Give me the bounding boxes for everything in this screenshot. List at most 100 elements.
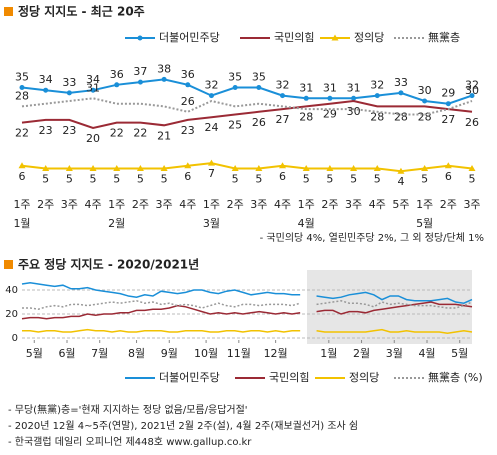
- y-tick-label: 20: [5, 309, 18, 320]
- x-tick-label: 3주: [345, 198, 362, 211]
- data-label: 31: [86, 81, 100, 94]
- point: [374, 93, 380, 99]
- point: [18, 162, 26, 169]
- data-label: 23: [62, 124, 76, 137]
- point: [42, 165, 50, 171]
- point: [207, 159, 215, 166]
- data-label: 6: [279, 170, 286, 183]
- x-tick-label: 1주: [13, 198, 30, 211]
- chart-title: 주요 정당 지지도 - 2020/2021년: [18, 257, 199, 272]
- point: [90, 87, 96, 93]
- data-label: 35: [15, 71, 29, 84]
- month-label: 5월: [416, 217, 433, 230]
- x-tick-label: 5월: [26, 347, 43, 360]
- data-label: 5: [469, 173, 476, 186]
- x-tick-label: 3월: [386, 347, 403, 360]
- data-label: 22: [133, 127, 147, 140]
- point: [161, 76, 167, 82]
- legend-label: 국민의힘: [269, 371, 309, 384]
- point: [445, 101, 451, 107]
- legend-label: 국민의힘: [274, 31, 314, 44]
- point: [327, 95, 333, 101]
- point: [114, 82, 120, 88]
- data-label: 30: [465, 84, 479, 97]
- title-icon: [4, 260, 13, 269]
- point: [397, 167, 405, 174]
- x-tick-label: 9월: [161, 347, 178, 360]
- point: [373, 165, 381, 171]
- data-label: 28: [418, 110, 432, 123]
- legend-label: 정의당: [349, 371, 379, 384]
- series-line: [21, 78, 473, 105]
- x-tick-label: 4주: [274, 198, 291, 211]
- x-tick-label: 8월: [128, 347, 145, 360]
- point: [160, 165, 168, 171]
- month-label: 2월: [108, 217, 125, 230]
- series-line: [21, 301, 473, 320]
- data-label: 5: [374, 173, 381, 186]
- data-label: 28: [299, 110, 313, 123]
- x-tick-label: 4주: [179, 198, 196, 211]
- data-label: 21: [157, 129, 171, 142]
- x-tick-label: 1주: [416, 198, 433, 211]
- footnote: - 무당(無黨)층='현재 지지하는 정당 없음/모름/응답거절': [8, 403, 248, 416]
- point: [469, 93, 475, 99]
- x-tick-label: 4월: [418, 347, 435, 360]
- data-label: 7: [208, 167, 215, 180]
- point: [113, 165, 121, 171]
- x-tick-label: 3주: [463, 198, 480, 211]
- month-label: 4월: [298, 217, 315, 230]
- point: [185, 82, 191, 88]
- point: [326, 165, 334, 171]
- data-label: 6: [19, 170, 26, 183]
- x-tick-label: 11월: [227, 347, 251, 360]
- series-line: [21, 97, 473, 116]
- x-tick-label: 1주: [108, 198, 125, 211]
- point: [351, 95, 357, 101]
- point: [302, 165, 310, 171]
- series-line: [22, 328, 473, 334]
- point: [137, 79, 143, 85]
- data-label: 29: [441, 87, 455, 100]
- x-tick-label: 2주: [132, 198, 149, 211]
- point: [444, 162, 452, 169]
- data-label: 34: [86, 73, 100, 86]
- point: [89, 165, 97, 171]
- title-icon: [4, 7, 13, 16]
- point: [422, 98, 428, 104]
- data-label: 31: [299, 81, 313, 94]
- data-label: 32: [204, 79, 218, 92]
- series-line: [21, 282, 473, 304]
- data-label: 30: [347, 105, 361, 118]
- data-label: 5: [90, 173, 97, 186]
- data-label: 32: [465, 79, 479, 92]
- data-label: 20: [86, 132, 100, 145]
- data-label: 5: [350, 173, 357, 186]
- data-label: 5: [113, 173, 120, 186]
- data-label: 31: [323, 81, 337, 94]
- data-label: 28: [370, 110, 384, 123]
- legend-label: 無黨층 (%): [428, 370, 483, 384]
- data-label: 36: [181, 68, 195, 81]
- data-label: 5: [421, 173, 428, 186]
- data-label: 26: [181, 95, 195, 108]
- point: [231, 165, 239, 171]
- data-label: 23: [181, 124, 195, 137]
- y-tick-label: 40: [5, 285, 18, 296]
- x-tick-label: 4주: [84, 198, 101, 211]
- legend-label: 정의당: [354, 31, 384, 44]
- data-label: 37: [133, 65, 147, 78]
- point: [280, 93, 286, 99]
- data-label: 5: [161, 173, 168, 186]
- data-label: 6: [445, 170, 452, 183]
- data-label: 30: [418, 84, 432, 97]
- x-tick-label: 1주: [203, 198, 220, 211]
- point: [421, 165, 429, 171]
- series-line: [21, 162, 473, 173]
- data-label: 38: [157, 62, 171, 75]
- series-line: [22, 300, 473, 310]
- data-label: 5: [326, 173, 333, 186]
- data-label: 5: [303, 173, 310, 186]
- footnote: - 한국갤럽 데일리 오피니언 제448호 www.gallup.co.kr: [8, 436, 252, 448]
